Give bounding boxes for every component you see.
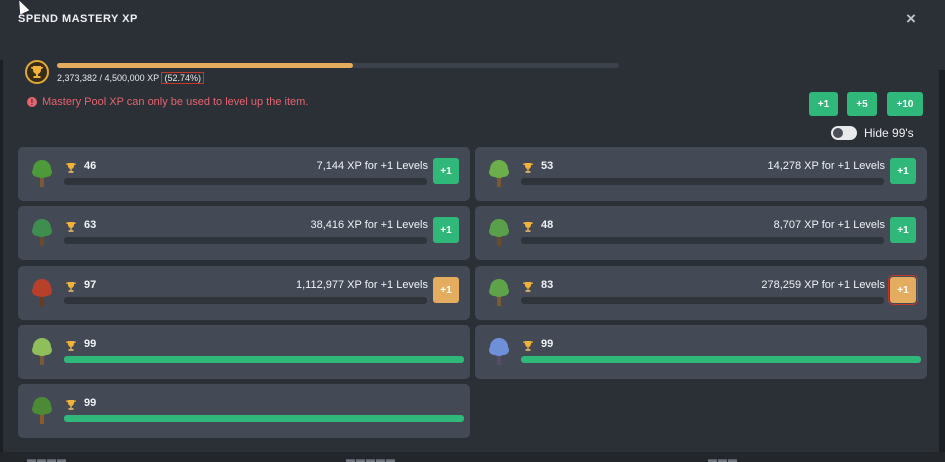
mastery-pool-progress-bar <box>57 63 619 68</box>
xp-cost-text: 14,278 XP for +1 Levels <box>767 160 885 172</box>
mastery-pool-xp-text: 2,373,382 / 4,500,000 XP (52.74%) <box>57 72 204 84</box>
info-icon: ! <box>27 97 37 107</box>
xp-cost-text: 278,259 XP for +1 Levels <box>761 279 885 291</box>
hide-99s-toggle[interactable] <box>831 126 857 140</box>
tree-icon <box>486 158 512 188</box>
mastery-progress-bar <box>64 415 464 422</box>
background-text-fragment: ▬▬▬▬ <box>27 456 67 462</box>
level-up-button[interactable]: +1 <box>433 277 459 303</box>
mastery-progress-bar <box>64 178 427 185</box>
mastery-item-card: 83 278,259 XP for +1 Levels +1 <box>475 266 927 320</box>
increment-plus-5-button[interactable]: +5 <box>847 92 877 116</box>
mastery-level: 53 <box>541 160 554 172</box>
mastery-progress-bar <box>64 356 464 363</box>
background-text-fragment: ▬▬▬ <box>708 456 738 462</box>
mastery-level: 99 <box>84 338 97 350</box>
mastery-progress-bar <box>521 356 921 363</box>
tree-icon <box>486 277 512 307</box>
mastery-item-card: 46 7,144 XP for +1 Levels +1 <box>18 147 470 201</box>
tree-icon <box>29 336 55 366</box>
mastery-progress-bar <box>521 297 884 304</box>
mastery-progress-bar <box>64 237 427 244</box>
mastery-pool-progress-fill <box>57 63 354 68</box>
modal-title: SPEND MASTERY XP <box>18 13 138 25</box>
level-up-button[interactable]: +1 <box>890 217 916 243</box>
mastery-progress-bar <box>521 237 884 244</box>
mastery-item-card: 63 38,416 XP for +1 Levels +1 <box>18 206 470 260</box>
mastery-item-card: 99 <box>475 325 927 379</box>
toggle-knob <box>833 128 843 138</box>
mastery-item-card: 48 8,707 XP for +1 Levels +1 <box>475 206 927 260</box>
mastery-level: 99 <box>84 397 97 409</box>
background-text-fragment: ▬▬▬▬▬ <box>346 456 396 462</box>
pool-warning-text: Mastery Pool XP can only be used to leve… <box>42 96 309 108</box>
trophy-icon <box>65 339 77 351</box>
xp-cost-text: 38,416 XP for +1 Levels <box>310 219 428 231</box>
backdrop-edge-right <box>939 70 945 462</box>
level-up-button[interactable]: +1 <box>890 158 916 184</box>
backdrop-edge-bottom <box>0 452 945 462</box>
tree-icon <box>29 158 55 188</box>
trophy-icon <box>65 398 77 410</box>
hide-99s-label: Hide 99's <box>864 126 914 140</box>
mastery-pool-trophy-icon <box>25 60 49 84</box>
mastery-item-card: 99 <box>18 384 470 438</box>
xp-cost-text: 1,112,977 XP for +1 Levels <box>296 279 428 291</box>
mastery-level: 99 <box>541 338 554 350</box>
increment-plus-1-button[interactable]: +1 <box>809 92 838 116</box>
tree-icon <box>486 217 512 247</box>
mastery-pool-percent: (52.74%) <box>161 72 204 84</box>
level-up-button[interactable]: +1 <box>888 275 918 305</box>
tree-icon <box>29 395 55 425</box>
mastery-item-card: 99 <box>18 325 470 379</box>
mastery-level: 46 <box>84 160 97 172</box>
pool-warning-message: ! Mastery Pool XP can only be used to le… <box>27 96 308 108</box>
mastery-pool-xp-value: 2,373,382 / 4,500,000 XP <box>57 73 159 83</box>
tree-icon <box>29 217 55 247</box>
trophy-icon <box>522 161 534 173</box>
xp-cost-text: 8,707 XP for +1 Levels <box>773 219 885 231</box>
backdrop-edge-left <box>0 60 3 460</box>
close-icon[interactable]: × <box>906 9 916 28</box>
tree-icon <box>29 277 55 307</box>
trophy-icon <box>65 220 77 232</box>
mastery-level: 97 <box>84 279 97 291</box>
mastery-item-card: 97 1,112,977 XP for +1 Levels +1 <box>18 266 470 320</box>
trophy-icon <box>522 339 534 351</box>
trophy-icon <box>65 161 77 173</box>
mastery-item-card: 53 14,278 XP for +1 Levels +1 <box>475 147 927 201</box>
level-up-button[interactable]: +1 <box>433 217 459 243</box>
tree-icon <box>486 336 512 366</box>
increment-plus-10-button[interactable]: +10 <box>887 92 923 116</box>
mastery-level: 63 <box>84 219 97 231</box>
mastery-level: 83 <box>541 279 554 291</box>
level-up-button[interactable]: +1 <box>433 158 459 184</box>
mastery-progress-bar <box>64 297 427 304</box>
mastery-progress-bar <box>521 178 884 185</box>
trophy-icon <box>65 280 77 292</box>
trophy-icon <box>522 220 534 232</box>
trophy-icon <box>522 280 534 292</box>
xp-cost-text: 7,144 XP for +1 Levels <box>316 160 428 172</box>
mastery-level: 48 <box>541 219 554 231</box>
